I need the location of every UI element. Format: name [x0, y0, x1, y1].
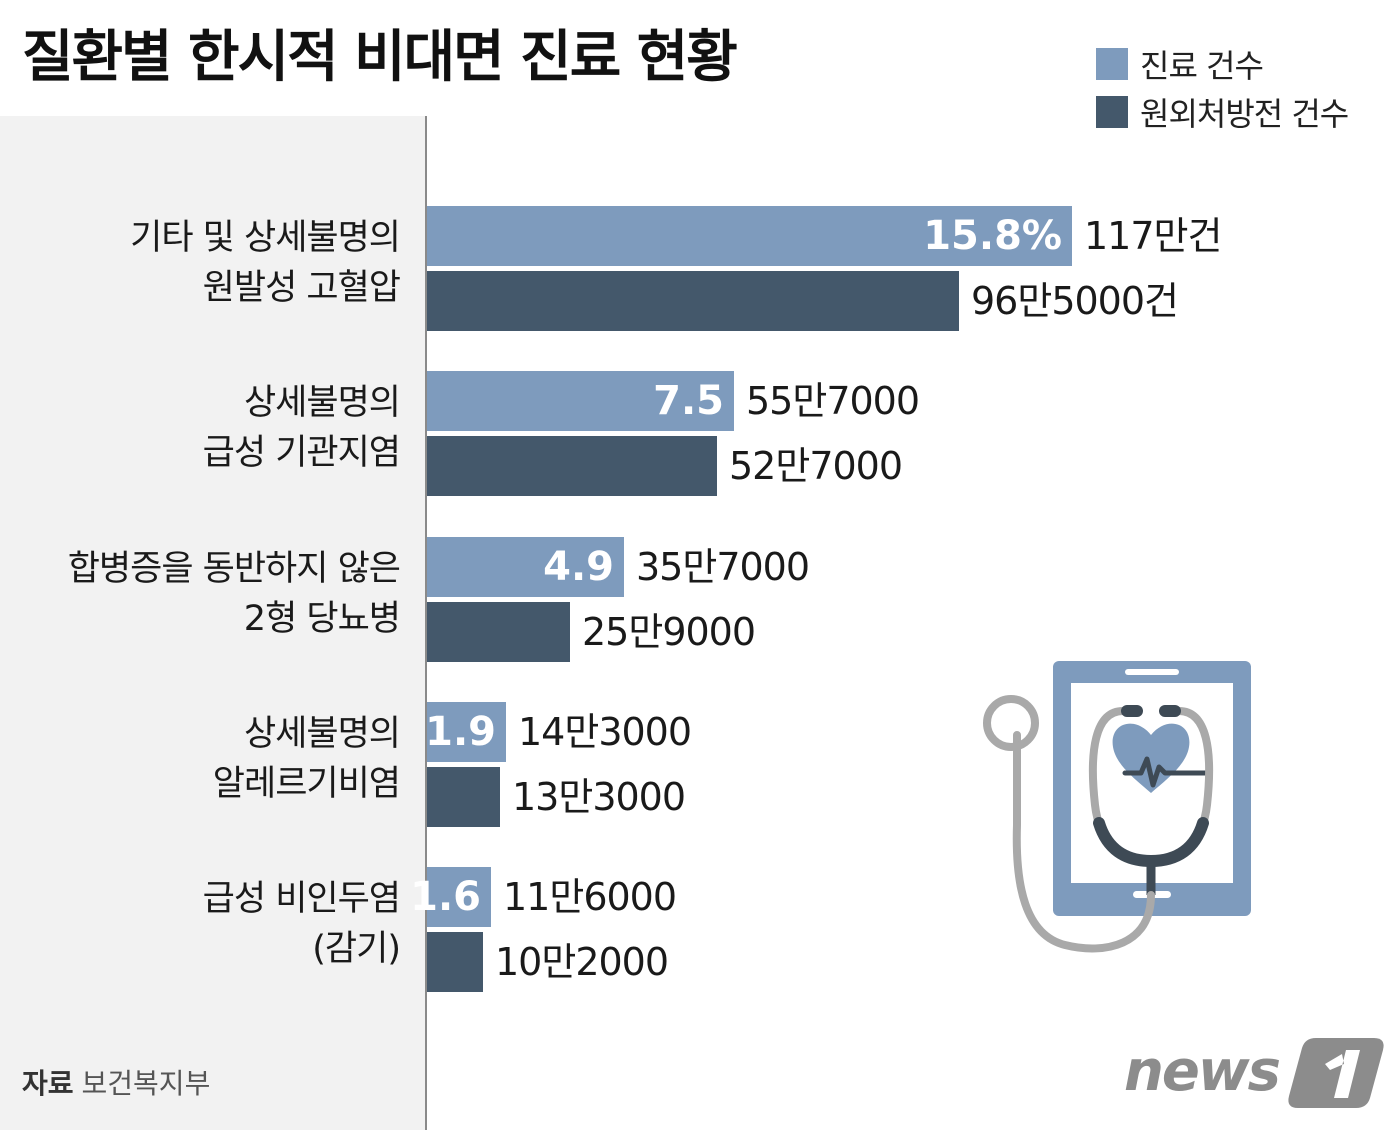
category-label-line: (감기)	[312, 929, 401, 969]
chart-title: 질환별 한시적 비대면 진료 현황	[22, 25, 738, 90]
value-label: 52만7000	[729, 444, 903, 488]
value-label: 96만5000건	[971, 279, 1179, 323]
category-panel	[0, 116, 426, 1130]
bar-series1	[427, 371, 734, 431]
news1-logo: news	[1120, 1028, 1390, 1114]
category-label-line: 원발성 고혈압	[202, 268, 401, 308]
share-label: 15.8%	[923, 213, 1062, 259]
legend-item-series1: 진료 건수	[1096, 40, 1348, 88]
share-label: 7.5	[653, 378, 724, 424]
bar-series2	[427, 932, 483, 992]
legend: 진료 건수 원외처방전 건수	[1096, 40, 1349, 136]
svg-text:news: news	[1124, 1039, 1280, 1104]
category-label-line: 2형 당뇨병	[243, 599, 401, 639]
category-label-line: 상세불명의	[243, 714, 401, 754]
bar-series1	[427, 537, 624, 597]
legend-label-series1: 진료 건수	[1140, 47, 1264, 85]
bar-series1	[427, 702, 506, 762]
category-label-line: 상세불명의	[243, 383, 401, 423]
tablet-stethoscope-illustration	[975, 655, 1265, 979]
value-label: 55만7000	[746, 379, 920, 423]
legend-swatch-series2	[1096, 96, 1128, 128]
legend-swatch-series1	[1096, 48, 1128, 80]
bar-series2	[427, 767, 500, 827]
legend-item-series2: 원외처방전 건수	[1096, 88, 1349, 136]
value-label: 10만2000	[495, 940, 669, 984]
value-label: 25만9000	[582, 610, 756, 654]
bar-series2	[427, 436, 717, 496]
share-label: 1.6	[410, 874, 481, 920]
value-label: 13만3000	[512, 775, 686, 819]
bar-series1	[427, 206, 1072, 266]
bar-series2	[427, 271, 959, 331]
legend-label-series2: 원외처방전 건수	[1140, 95, 1349, 133]
category-label-line: 급성 기관지염	[202, 433, 401, 473]
category-label-line: 기타 및 상세불명의	[130, 218, 401, 258]
value-label: 117만건	[1084, 214, 1222, 258]
value-label: 35만7000	[636, 545, 810, 589]
category-label-line: 알레르기비염	[212, 764, 401, 804]
source-label: 자료	[22, 1067, 74, 1100]
category-label: 급성 비인두염 (감기)	[202, 874, 401, 974]
bar-series2	[427, 602, 570, 662]
bar-series1	[427, 867, 491, 927]
category-label-line: 급성 비인두염	[202, 879, 401, 919]
share-label: 4.9	[543, 544, 614, 590]
source-note: 자료 보건복지부	[22, 1062, 210, 1102]
category-label-line: 합병증을 동반하지 않은	[67, 549, 401, 589]
category-label: 합병증을 동반하지 않은 2형 당뇨병	[67, 544, 401, 644]
y-axis-line	[425, 116, 427, 1130]
value-label: 14만3000	[518, 710, 692, 754]
value-label: 11만6000	[503, 875, 677, 919]
share-label: 1.9	[425, 709, 496, 755]
source-value: 보건복지부	[81, 1067, 211, 1100]
